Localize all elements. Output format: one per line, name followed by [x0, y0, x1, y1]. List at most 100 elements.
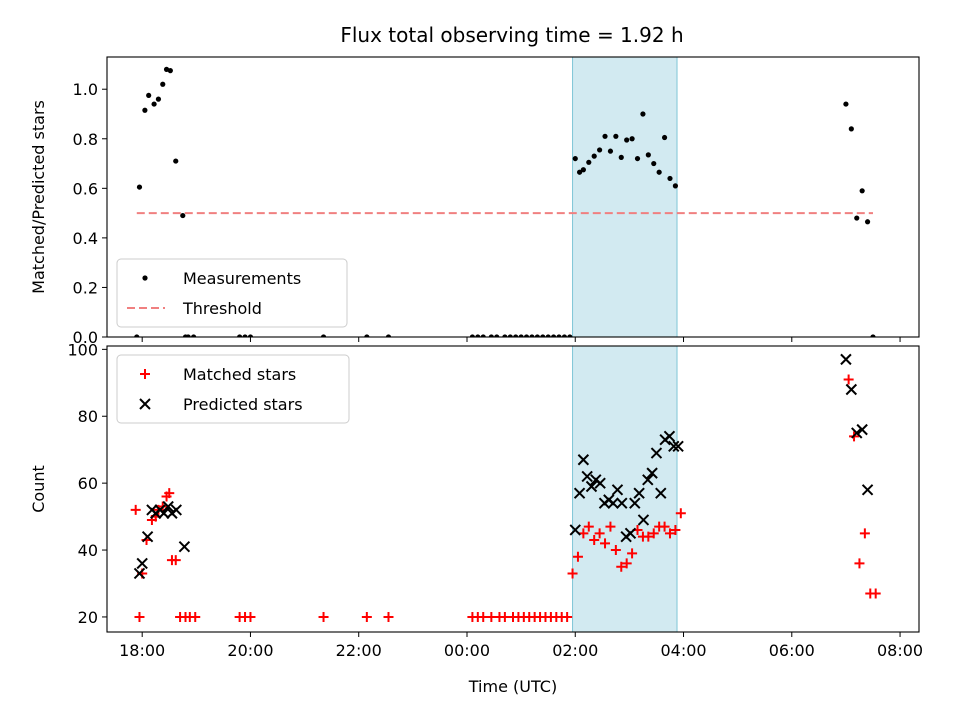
matched-star-marker	[562, 611, 573, 622]
y-tick-label: 0.0	[73, 328, 98, 347]
measurement-point	[556, 334, 562, 337]
highlight-band	[572, 57, 678, 337]
legend-label: Threshold	[182, 299, 262, 318]
measurement-point	[624, 137, 630, 143]
measurement-point	[134, 334, 140, 337]
measurement-point	[364, 334, 370, 337]
measurement-point	[651, 160, 657, 167]
matched-star-marker	[383, 611, 394, 622]
measurement-point	[191, 334, 197, 337]
measurement-point	[136, 184, 143, 190]
measurement-point	[488, 334, 494, 337]
measurement-point	[854, 215, 860, 221]
x-tick-label: 02:00	[552, 641, 598, 660]
measurement-point	[618, 154, 624, 160]
matched-star-marker	[870, 588, 881, 599]
predicted-star-marker	[611, 484, 624, 496]
matched-star-marker	[843, 374, 854, 385]
x-tick-label: 20:00	[227, 641, 273, 660]
ratio-panel: 0.0 0.2 0.4 0.6 0.8 1.0 Matched/Predicted star…	[29, 56, 920, 347]
predicted-star-marker	[141, 530, 154, 543]
matched-star-marker	[621, 558, 632, 569]
measurement-point	[576, 169, 583, 175]
x-tick-label: 22:00	[336, 641, 382, 660]
matched-star-marker	[164, 488, 175, 499]
axes-frame	[106, 56, 920, 338]
matched-star-marker	[245, 611, 256, 622]
measurement-point	[656, 169, 662, 175]
measurement-point	[572, 155, 578, 162]
predicted-star-marker	[861, 484, 874, 496]
measurement-point	[185, 334, 191, 337]
measurement-point	[586, 159, 592, 165]
y-tick-label: 0.4	[73, 229, 98, 248]
predicted-star-marker	[655, 487, 667, 499]
matched-star-marker	[616, 561, 627, 572]
measurement-point	[859, 188, 865, 194]
measurement-point	[602, 133, 608, 139]
measurement-point	[634, 155, 641, 162]
matched-star-marker	[859, 528, 870, 539]
measurement-point	[672, 183, 679, 189]
measurement-point	[237, 334, 243, 337]
measurement-point	[551, 334, 557, 337]
count-panel: 18:00 20:00 22:00 00:00 02:00 04:00 06:00 08:00…	[29, 340, 923, 696]
matched-star-marker	[605, 521, 616, 532]
matched-star-marker	[578, 528, 589, 539]
measurement-point	[540, 334, 546, 337]
predicted-star-marker	[629, 497, 641, 509]
predicted-star-marker	[624, 527, 637, 540]
matched-star-marker	[854, 558, 865, 569]
legend-marker-measurements	[142, 275, 148, 281]
figure-title: Flux total observing time = 1.92 h	[340, 23, 683, 47]
matched-star-marker	[600, 538, 611, 549]
predicted-star-marker	[668, 440, 680, 453]
predicted-star-marker	[646, 467, 658, 479]
matched-star-marker	[610, 545, 621, 556]
measurement-point	[661, 134, 668, 141]
matched-star-marker	[675, 508, 686, 519]
measurement-point	[534, 334, 540, 337]
legend-label: Matched stars	[183, 365, 296, 384]
y-tick-label: 100	[67, 340, 98, 359]
measurement-point	[591, 153, 597, 159]
matched-star-marker	[170, 555, 181, 566]
measurement-point	[607, 148, 614, 154]
plot-area	[130, 346, 881, 632]
predicted-star-marker	[663, 430, 676, 443]
matched-star-marker	[572, 551, 583, 562]
legend-label: Measurements	[183, 269, 301, 288]
predicted-star-marker	[607, 497, 619, 509]
measurement-point	[545, 334, 551, 337]
matched-star-marker	[670, 524, 681, 535]
measurement-point	[173, 158, 179, 164]
matched-star-marker	[648, 528, 659, 539]
measurement-point	[513, 334, 519, 337]
measurement-point	[561, 334, 568, 337]
measurement-point	[160, 81, 166, 87]
measurement-point	[180, 212, 186, 219]
y-tick-label: 20	[78, 608, 98, 627]
measurement-point	[142, 107, 148, 113]
y-tick-label: 0.6	[73, 179, 98, 198]
measurement-point	[567, 334, 573, 337]
matched-star-marker	[643, 531, 654, 542]
x-axis-label: Time (UTC)	[468, 677, 557, 696]
x-tick-label: 08:00	[877, 641, 923, 660]
predicted-star-marker	[856, 423, 868, 436]
measurement-point	[475, 334, 481, 337]
predicted-star-marker	[136, 557, 148, 570]
measurement-point	[480, 334, 486, 337]
y-tick-label: 0.2	[73, 278, 98, 297]
measurement-point	[155, 96, 162, 102]
matched-star-marker	[664, 528, 675, 539]
measurement-point	[864, 219, 871, 225]
predicted-star-marker	[569, 524, 581, 536]
x-tick-label: 00:00	[444, 641, 490, 660]
y-tick-label: 1.0	[73, 80, 98, 99]
predicted-star-marker	[650, 447, 663, 459]
predicted-star-marker	[851, 427, 863, 439]
y-tick-label: 0.8	[73, 130, 98, 149]
measurement-point	[507, 334, 513, 337]
matched-star-marker	[190, 611, 201, 622]
